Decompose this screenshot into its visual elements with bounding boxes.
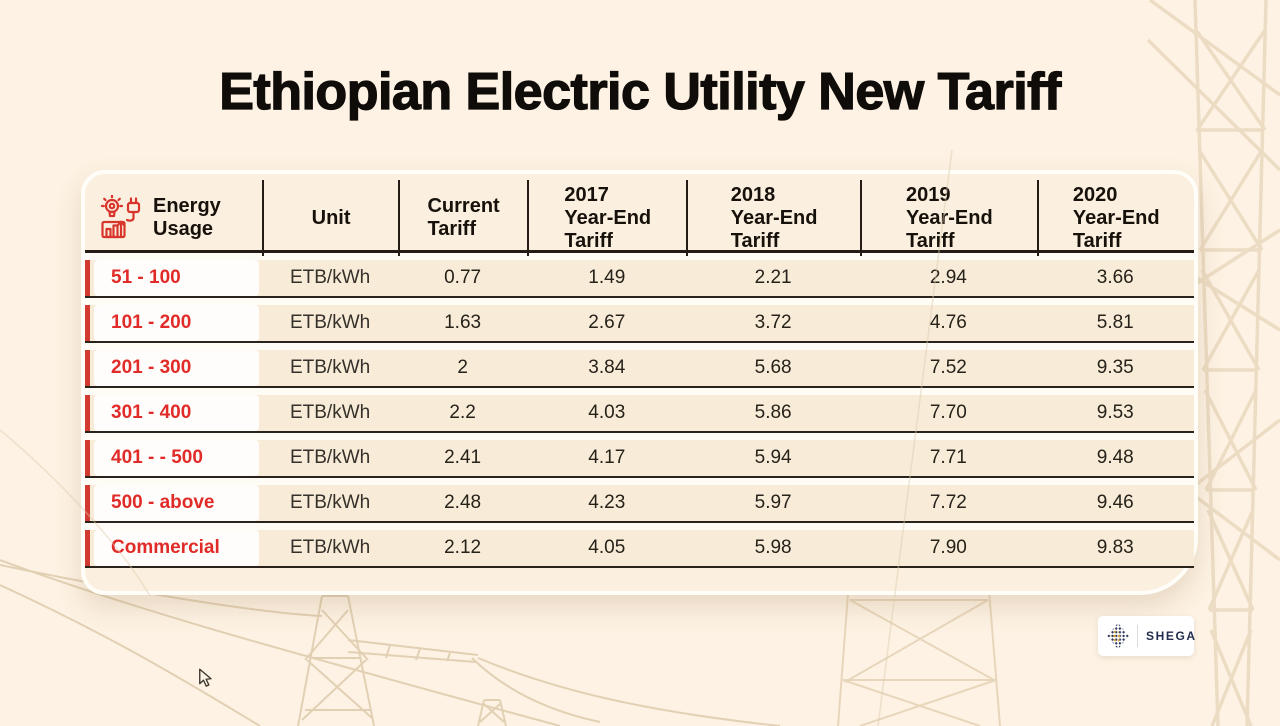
tariff-table-card: Energy Usage Unit Current Tariff 2017 Ye…: [81, 170, 1198, 595]
header-unit: Unit: [262, 180, 397, 257]
header-2017-tariff: 2017 Year-End Tariff: [527, 180, 686, 257]
usage-cell: Commercial: [94, 530, 260, 566]
header-current-tariff: Current Tariff: [397, 180, 528, 257]
current-tariff-cell: 2.2: [449, 402, 476, 423]
usage-cell: 101 - 200: [94, 305, 260, 341]
tariff-2019-cell: 4.76: [929, 312, 967, 333]
current-tariff-cell: 2.12: [444, 537, 482, 558]
tariff-2018-cell: 3.72: [754, 312, 792, 333]
tariff-2018-cell: 2.21: [754, 267, 792, 288]
tariff-2017-cell: 4.23: [588, 492, 626, 513]
table-row: 101 - 200 ETB/kWh 1.63 2.67 3.72 4.76 5.…: [85, 305, 1194, 343]
unit-cell: ETB/kWh: [289, 447, 371, 468]
table-row: Commercial ETB/kWh 2.12 4.05 5.98 7.90 9…: [85, 530, 1194, 568]
tariff-2020-cell: 9.48: [1096, 447, 1134, 468]
usage-cell: 201 - 300: [94, 350, 260, 386]
unit-cell: ETB/kWh: [289, 537, 371, 558]
table-row: 401 - - 500 ETB/kWh 2.41 4.17 5.94 7.71 …: [85, 440, 1194, 478]
logo-divider: [1137, 625, 1138, 647]
tariff-2019-cell: 7.52: [929, 357, 967, 378]
tariff-2019-cell: 7.71: [929, 447, 967, 468]
usage-cell: 301 - 400: [94, 395, 260, 431]
header-2020-tariff: 2020 Year-End Tariff: [1036, 180, 1195, 257]
tariff-2019-cell: 7.72: [929, 492, 967, 513]
tariff-2018-cell: 5.94: [754, 447, 792, 468]
unit-cell: ETB/kWh: [289, 357, 371, 378]
tariff-2019-cell: 7.90: [929, 537, 967, 558]
header-energy-usage: Energy Usage: [85, 180, 262, 256]
tariff-2018-cell: 5.68: [754, 357, 792, 378]
unit-cell: ETB/kWh: [289, 402, 371, 423]
tariff-2017-cell: 4.03: [588, 402, 626, 423]
current-tariff-cell: 2.41: [444, 447, 482, 468]
tariff-2017-cell: 2.67: [588, 312, 626, 333]
tariff-2017-cell: 3.84: [588, 357, 626, 378]
energy-usage-icon: [98, 195, 144, 241]
tariff-2017-cell: 4.05: [588, 537, 626, 558]
tariff-2020-cell: 9.46: [1096, 492, 1134, 513]
tariff-2020-cell: 5.81: [1096, 312, 1134, 333]
usage-cell: 51 - 100: [94, 260, 260, 296]
tariff-2020-cell: 3.66: [1096, 267, 1134, 288]
header-2018-tariff: 2018 Year-End Tariff: [686, 180, 860, 257]
tariff-2019-cell: 7.70: [929, 402, 967, 423]
unit-cell: ETB/kWh: [289, 312, 371, 333]
table-row: 201 - 300 ETB/kWh 2 3.84 5.68 7.52 9.35: [85, 350, 1194, 388]
tariff-2019-cell: 2.94: [929, 267, 967, 288]
mouse-cursor-icon: [198, 668, 214, 693]
current-tariff-cell: 1.63: [444, 312, 482, 333]
unit-cell: ETB/kWh: [289, 267, 371, 288]
current-tariff-cell: 0.77: [444, 267, 482, 288]
usage-cell: 401 - - 500: [94, 440, 260, 476]
table-header-row: Energy Usage Unit Current Tariff 2017 Ye…: [85, 180, 1195, 257]
tariff-2017-cell: 4.17: [588, 447, 626, 468]
current-tariff-cell: 2.48: [444, 492, 482, 513]
tariff-2018-cell: 5.86: [754, 402, 792, 423]
tariff-2018-cell: 5.97: [754, 492, 792, 513]
tariff-2017-cell: 1.49: [588, 267, 626, 288]
table-row: 51 - 100 ETB/kWh 0.77 1.49 2.21 2.94 3.6…: [85, 260, 1194, 298]
logo-text: SHEGA: [1146, 629, 1197, 643]
table-row: 500 - above ETB/kWh 2.48 4.23 5.97 7.72 …: [85, 485, 1194, 523]
header-label: Energy Usage: [153, 195, 221, 241]
tariff-2020-cell: 9.35: [1096, 357, 1134, 378]
tariff-2020-cell: 9.83: [1096, 537, 1134, 558]
tariff-2018-cell: 5.98: [754, 537, 792, 558]
page-title: Ethiopian Electric Utility New Tariff: [219, 62, 1062, 121]
tariff-2020-cell: 9.53: [1096, 402, 1134, 423]
table-body: 51 - 100 ETB/kWh 0.77 1.49 2.21 2.94 3.6…: [85, 253, 1194, 568]
shega-logo: SHEGA: [1098, 616, 1197, 656]
table-row: 301 - 400 ETB/kWh 2.2 4.03 5.86 7.70 9.5…: [85, 395, 1194, 433]
unit-cell: ETB/kWh: [289, 492, 371, 513]
header-2019-tariff: 2019 Year-End Tariff: [860, 180, 1036, 257]
shega-dot-diamond-icon: [1107, 623, 1129, 649]
usage-cell: 500 - above: [94, 485, 260, 521]
current-tariff-cell: 2: [457, 357, 468, 378]
